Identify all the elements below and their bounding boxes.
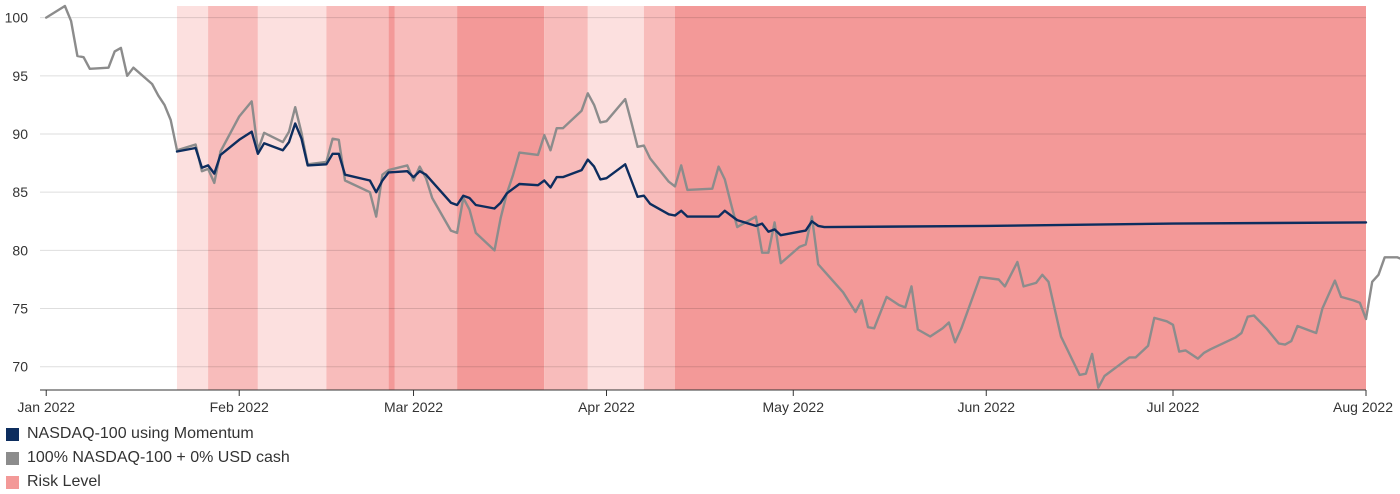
series-lines bbox=[45, 4, 1400, 389]
risk-band-6 bbox=[457, 6, 545, 390]
risk-band-9 bbox=[643, 6, 675, 390]
x-tick-label-4: May 2022 bbox=[763, 399, 825, 415]
legend-item-momentum[interactable]: NASDAQ-100 using Momentum bbox=[6, 422, 606, 446]
risk-band-0 bbox=[176, 6, 209, 390]
series-line-1 bbox=[45, 4, 1400, 389]
y-tick-label-75: 75 bbox=[12, 301, 28, 317]
x-tick-label-3: Apr 2022 bbox=[578, 399, 635, 415]
x-tick-label-2: Mar 2022 bbox=[384, 399, 443, 415]
x-tick-label-7: Aug 2022 bbox=[1333, 399, 1393, 415]
x-tick-label-0: Jan 2022 bbox=[17, 399, 75, 415]
risk-band-4 bbox=[388, 6, 395, 390]
chart-area: 70 75 80 85 90 95 100 Jan 2022 Feb 2022 Mar 2022 A… bbox=[5, 4, 1400, 415]
series-line-0 bbox=[175, 122, 1368, 237]
x-tick-label-5: Jun 2022 bbox=[957, 399, 1015, 415]
risk-band-1 bbox=[208, 6, 258, 390]
legend-label-nasdaq: 100% NASDAQ-100 + 0% USD cash bbox=[27, 449, 290, 466]
grid-lines bbox=[40, 17, 1366, 368]
risk-band-2 bbox=[257, 6, 327, 390]
y-tick-label-100: 100 bbox=[5, 10, 29, 26]
x-tick-label-6: Jul 2022 bbox=[1147, 399, 1200, 415]
risk-bands bbox=[176, 6, 1366, 390]
legend: NASDAQ-100 using Momentum 100% NASDAQ-10… bbox=[6, 422, 606, 494]
line-chart: 70 75 80 85 90 95 100 Jan 2022 Feb 2022 Mar 2022 A… bbox=[5, 4, 1400, 415]
legend-label-risk: Risk Level bbox=[27, 473, 101, 490]
y-tick-label-85: 85 bbox=[12, 184, 28, 200]
x-tick-label-1: Feb 2022 bbox=[210, 399, 269, 415]
legend-swatch-nasdaq bbox=[6, 451, 19, 465]
y-tick-label-90: 90 bbox=[12, 126, 28, 142]
y-tick-label-70: 70 bbox=[12, 359, 28, 375]
y-tick-label-95: 95 bbox=[12, 68, 28, 84]
risk-band-10 bbox=[674, 6, 1366, 390]
legend-swatch-momentum bbox=[6, 427, 19, 441]
legend-item-nasdaq[interactable]: 100% NASDAQ-100 + 0% USD cash bbox=[6, 446, 606, 470]
risk-band-8 bbox=[587, 6, 644, 390]
legend-label-momentum: NASDAQ-100 using Momentum bbox=[27, 425, 254, 442]
axes: 70 75 80 85 90 95 100 Jan 2022 Feb 2022 Mar 2022 A… bbox=[5, 10, 1394, 415]
y-tick-label-80: 80 bbox=[12, 242, 28, 258]
risk-band-7 bbox=[544, 6, 588, 390]
legend-swatch-risk bbox=[6, 475, 19, 489]
legend-item-risk[interactable]: Risk Level bbox=[6, 470, 606, 494]
